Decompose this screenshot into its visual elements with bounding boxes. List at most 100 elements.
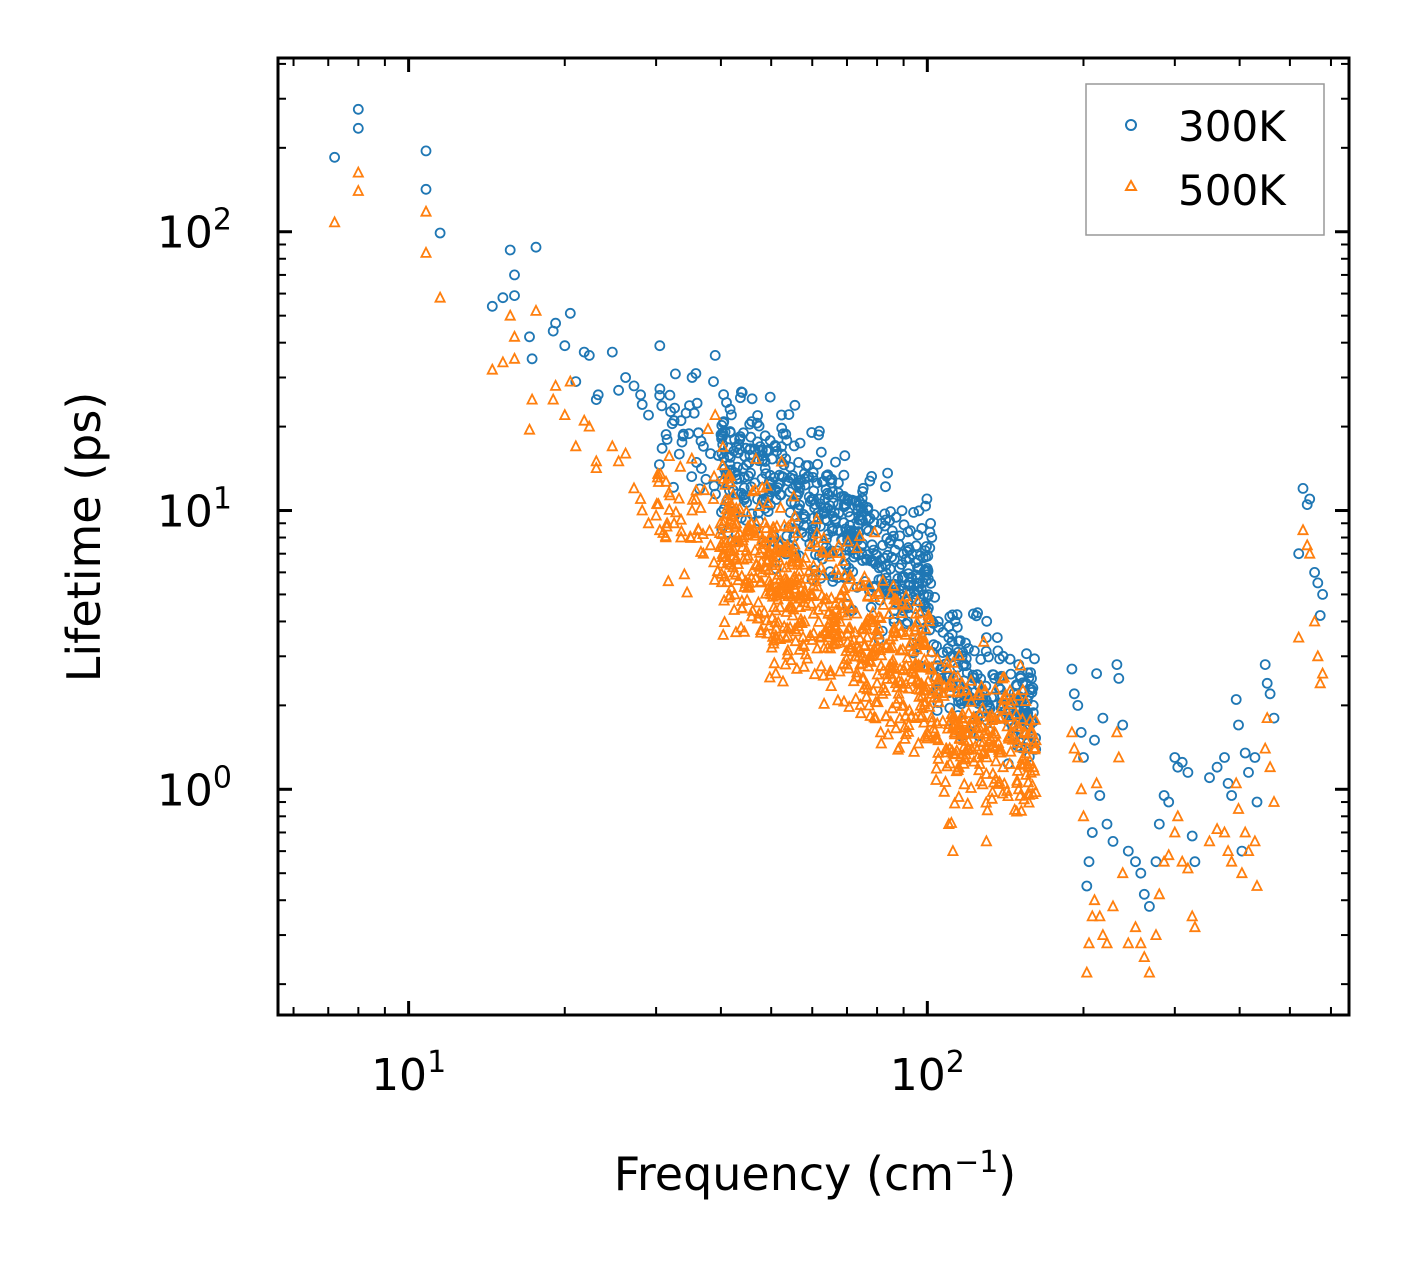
point-300k-c298 — [923, 589, 934, 601]
point-300k-4 — [420, 183, 432, 195]
point-500k-c174 — [899, 627, 912, 640]
point-500k-112 — [1239, 825, 1252, 838]
point-500k-c592 — [727, 543, 740, 556]
point-500k-72 — [1065, 725, 1078, 738]
point-500k-c426 — [837, 694, 851, 707]
point-500k-11 — [526, 392, 539, 405]
point-500k-c189 — [912, 658, 925, 670]
point-500k-c126 — [899, 709, 912, 721]
point-500k-c890 — [678, 567, 691, 580]
point-500k-c25 — [815, 659, 828, 672]
point-300k-c420 — [799, 479, 811, 491]
point-500k-c49 — [887, 578, 900, 591]
point-500k-c516 — [850, 541, 864, 553]
point-500k-c431 — [904, 635, 917, 648]
x-axis-label: Frequency (cm−1) — [614, 1145, 1017, 1201]
point-500k-58 — [909, 711, 922, 723]
point-300k-c154 — [857, 486, 868, 498]
point-500k-c210 — [825, 591, 838, 603]
point-300k-c729 — [716, 430, 728, 442]
point-500k-c836 — [992, 777, 1005, 789]
point-500k-c848 — [960, 683, 973, 695]
point-500k-c328 — [859, 638, 872, 650]
point-500k-c618 — [763, 547, 776, 560]
point-500k-c128 — [781, 643, 794, 656]
point-300k-c463 — [827, 511, 839, 522]
point-500k-c554 — [818, 592, 831, 605]
point-500k-c522 — [752, 526, 765, 538]
point-500k-90 — [1129, 920, 1142, 933]
point-300k-c261 — [794, 437, 806, 449]
point-500k-c855 — [1002, 789, 1015, 801]
point-500k-c237 — [925, 710, 938, 723]
point-500k-c850 — [959, 750, 972, 763]
point-300k-101 — [1182, 767, 1194, 778]
point-500k-c897 — [718, 615, 731, 627]
point-500k-c159 — [857, 579, 870, 591]
point-500k-84 — [1100, 936, 1114, 949]
point-300k-60 — [921, 563, 933, 574]
point-500k-c375 — [790, 661, 803, 674]
point-500k-74 — [1071, 750, 1084, 763]
point-500k-c766 — [952, 790, 965, 802]
point-500k-c596 — [920, 679, 933, 692]
point-500k-76 — [1077, 809, 1090, 822]
point-500k-c500 — [793, 642, 806, 655]
point-300k-c415 — [822, 503, 834, 514]
point-500k-c823 — [986, 785, 999, 797]
point-500k-c414 — [786, 516, 799, 529]
point-300k-c359 — [913, 505, 925, 517]
point-300k-c427 — [776, 470, 788, 482]
point-300k-6 — [486, 300, 498, 312]
point-500k-c900 — [672, 491, 686, 504]
point-500k-80 — [1088, 893, 1101, 906]
point-500k-c496 — [776, 674, 790, 687]
point-300k-61 — [926, 532, 938, 543]
point-500k-c225 — [799, 550, 812, 563]
point-300k-7 — [497, 292, 509, 304]
point-500k-125 — [1311, 649, 1324, 662]
point-500k-c815 — [974, 734, 987, 747]
point-500k-c603 — [888, 621, 901, 633]
point-500k-c863 — [663, 502, 676, 515]
point-500k-70 — [1020, 733, 1033, 746]
point-300k-c759 — [688, 407, 700, 419]
point-500k-c650 — [1010, 707, 1023, 719]
point-300k-c29 — [830, 456, 841, 468]
point-500k-56 — [884, 666, 897, 679]
point-500k-c749 — [960, 725, 973, 738]
point-500k-c480 — [731, 529, 744, 542]
point-500k-c441 — [758, 559, 771, 572]
point-500k-c488 — [856, 650, 869, 663]
point-300k-124 — [1309, 567, 1320, 578]
point-300k-c348 — [769, 439, 781, 451]
point-300k-c731 — [670, 368, 681, 380]
point-500k-c296 — [913, 689, 926, 702]
point-500k-27 — [634, 492, 647, 504]
point-500k-c474 — [809, 574, 822, 587]
point-500k-69 — [1012, 782, 1025, 795]
point-300k-c357 — [777, 428, 789, 440]
point-500k-0 — [328, 215, 341, 228]
point-500k-c525 — [884, 632, 897, 645]
point-500k-c619 — [880, 709, 893, 722]
point-500k-64 — [952, 760, 965, 773]
point-300k-c713 — [929, 591, 941, 603]
point-300k-28 — [636, 399, 648, 410]
point-500k-107 — [1222, 844, 1235, 856]
point-500k-c136 — [896, 642, 909, 655]
point-500k-c423 — [779, 630, 792, 643]
point-500k-113 — [1242, 844, 1255, 856]
point-500k-c636 — [972, 763, 986, 776]
point-300k-32 — [668, 415, 680, 427]
point-500k-c412 — [854, 698, 867, 710]
point-300k-c169 — [746, 393, 758, 405]
point-500k-8 — [504, 308, 517, 321]
point-500k-100 — [1176, 854, 1189, 867]
point-500k-c639 — [1008, 802, 1021, 815]
point-300k-c676 — [969, 645, 980, 657]
point-300k-c488 — [882, 467, 893, 479]
point-500k-c824 — [992, 736, 1005, 748]
point-500k-c508 — [810, 526, 823, 539]
point-300k-c690 — [1029, 653, 1040, 665]
